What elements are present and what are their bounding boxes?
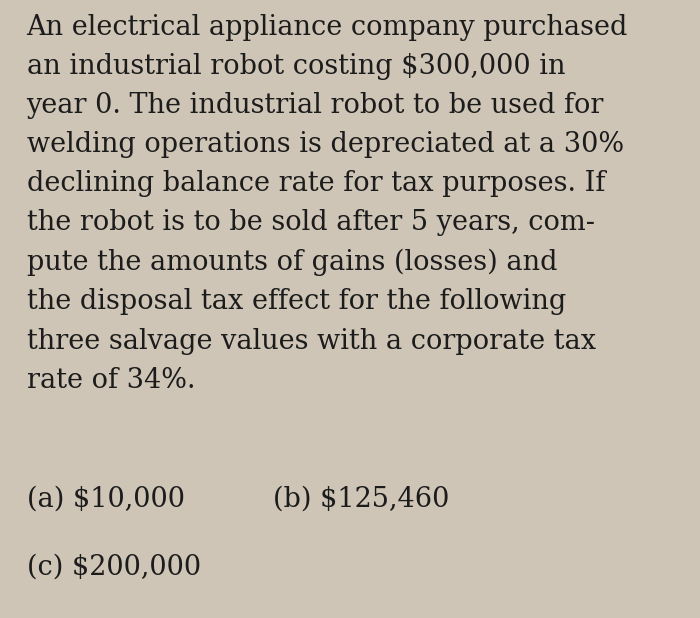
Text: (b) $125,460: (b) $125,460 [273,485,449,512]
Text: An electrical appliance company purchased
an industrial robot costing $300,000 i: An electrical appliance company purchase… [27,14,628,394]
Text: (a) $10,000: (a) $10,000 [27,485,185,512]
Text: (c) $200,000: (c) $200,000 [27,553,201,580]
